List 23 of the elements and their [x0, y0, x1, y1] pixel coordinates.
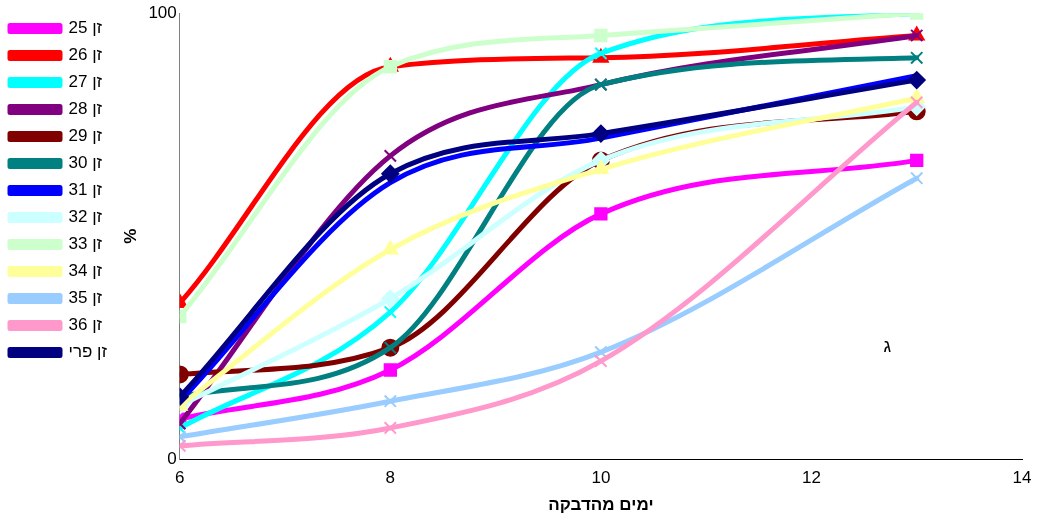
x-tick-label: 8	[385, 468, 396, 488]
legend-label: זן 26	[68, 45, 103, 65]
legend-label: זן 27	[68, 72, 103, 92]
legend-label: זן 30	[68, 153, 103, 173]
x-tick-label: 6	[175, 468, 185, 488]
legend-label: זן 35	[68, 288, 103, 308]
legend-label: זן 34	[68, 261, 103, 281]
y-axis-title: %	[120, 228, 140, 244]
annotation: ג	[883, 336, 892, 357]
legend-label: זן 28	[68, 99, 103, 119]
x-tick-label: 12	[801, 468, 821, 488]
x-tick-label: 10	[591, 468, 611, 488]
y-tick-label: 100	[148, 2, 177, 22]
x-tick-label: 14	[1012, 468, 1032, 488]
legend-label: זן 25	[68, 18, 103, 38]
legend-label: זן פרי	[68, 342, 108, 362]
legend-label: זן 36	[68, 315, 103, 335]
legend-label: זן 33	[68, 234, 103, 254]
legend-label: זן 31	[68, 180, 103, 200]
legend-label: זן 29	[68, 126, 103, 146]
y-tick-label: 0	[167, 448, 177, 468]
legend-label: זן 32	[68, 207, 103, 227]
x-axis-title: ימים מהדבקה	[548, 495, 654, 515]
